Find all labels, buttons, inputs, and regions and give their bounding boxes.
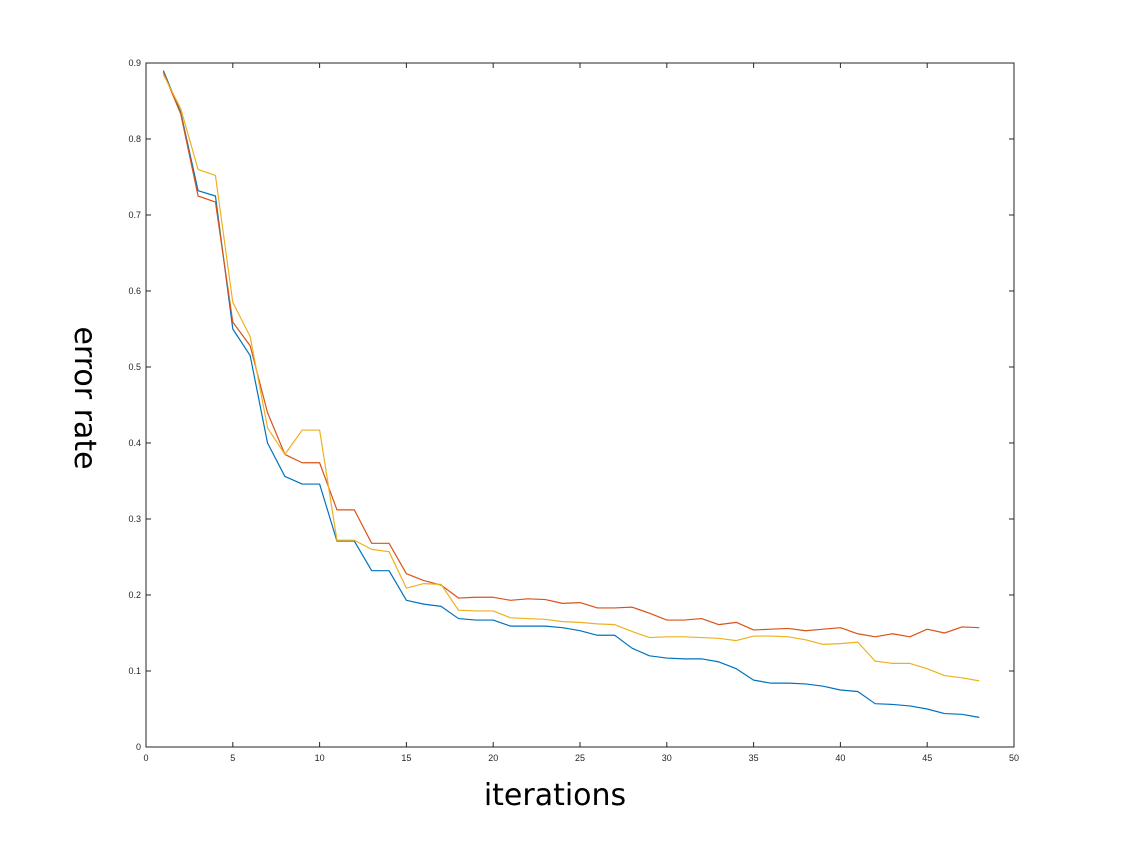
x-tick-label: 5 (230, 753, 235, 763)
y-tick-label: 0.1 (128, 666, 141, 676)
y-axis: 0 0.1 0.2 0.3 0.4 0.5 0.6 0.7 0.8 0.9 (128, 58, 1014, 752)
y-tick-label: 0.8 (128, 134, 141, 144)
y-tick-label: 0.9 (128, 58, 141, 68)
x-tick-label: 15 (401, 753, 411, 763)
x-tick-label: 0 (143, 753, 148, 763)
y-tick-label: 0.4 (128, 438, 141, 448)
x-tick-label: 20 (488, 753, 498, 763)
series-line-3 (162, 74, 980, 682)
x-tick-label: 30 (662, 753, 672, 763)
x-tick-label: 40 (835, 753, 845, 763)
y-tick-label: 0.2 (128, 590, 141, 600)
series-line-2 (162, 71, 980, 638)
x-tick-label: 10 (315, 753, 325, 763)
x-tick-label: 50 (1009, 753, 1019, 763)
y-axis-title: error rate (67, 326, 102, 469)
y-tick-label: 0.5 (128, 362, 141, 372)
y-tick-label: 0 (136, 742, 141, 752)
plot-series (162, 70, 980, 718)
series-line-1 (162, 70, 980, 718)
x-axis-title: iterations (484, 778, 626, 813)
x-tick-label: 35 (749, 753, 759, 763)
x-axis: 0 5 10 15 20 25 30 35 40 45 50 (143, 63, 1019, 763)
x-tick-label: 25 (575, 753, 585, 763)
plot-axes-box (145, 62, 1015, 748)
y-tick-label: 0.6 (128, 286, 141, 296)
x-tick-label: 45 (922, 753, 932, 763)
y-tick-label: 0.7 (128, 210, 141, 220)
y-tick-label: 0.3 (128, 514, 141, 524)
